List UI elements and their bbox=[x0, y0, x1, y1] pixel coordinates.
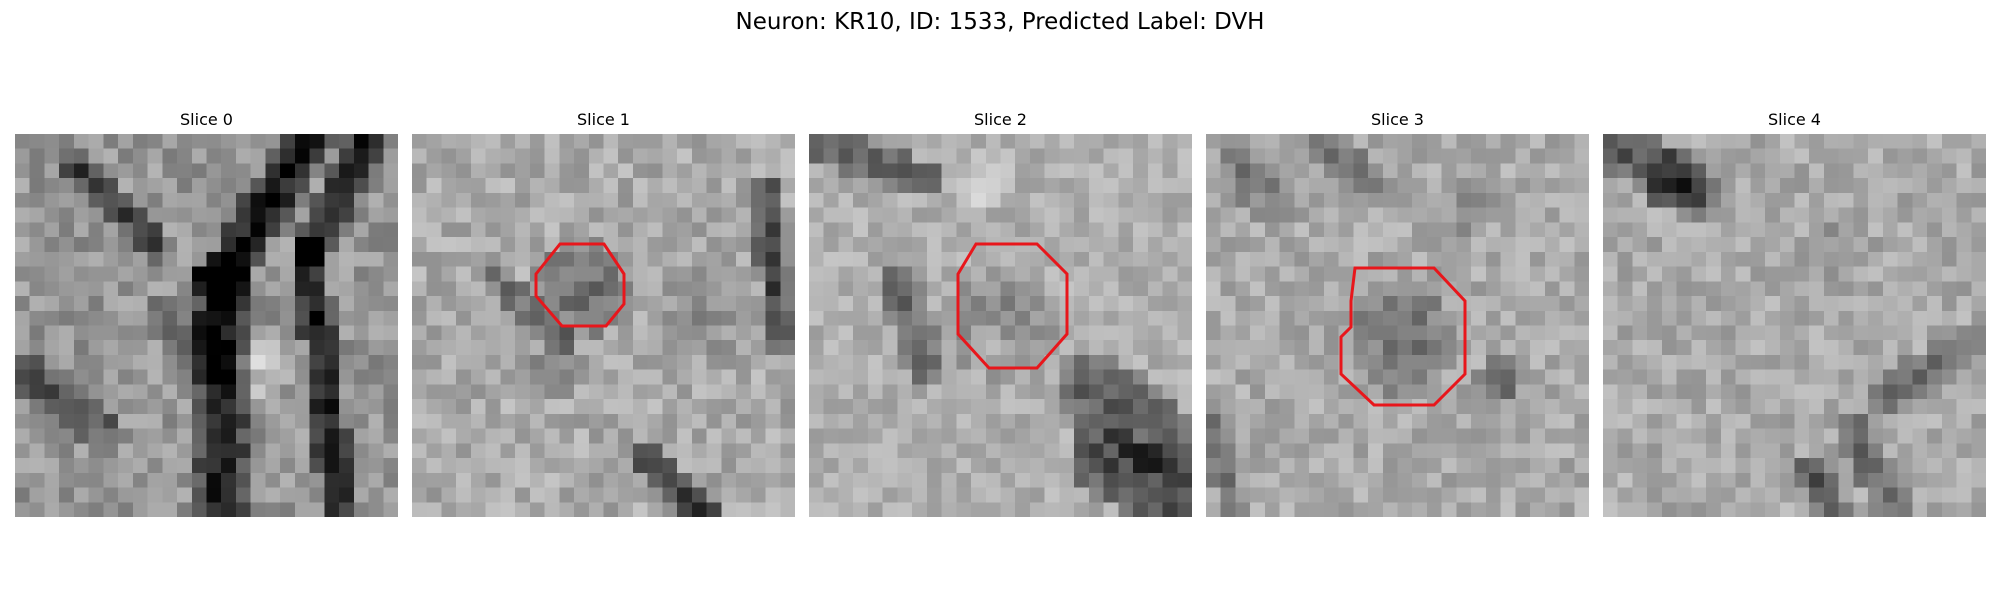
slice-1-image bbox=[412, 134, 795, 517]
slice-2-image bbox=[809, 134, 1192, 517]
slice-4-title: Slice 4 bbox=[1768, 110, 1821, 129]
slice-4-pixels bbox=[1603, 134, 1986, 517]
slice-2-roi-outline bbox=[956, 242, 1069, 370]
slice-0-image bbox=[15, 134, 398, 517]
slice-3-roi-outline bbox=[1339, 266, 1467, 407]
slice-0-pixels bbox=[15, 134, 398, 517]
slice-3-image bbox=[1206, 134, 1589, 517]
slice-1-title: Slice 1 bbox=[577, 110, 630, 129]
slice-3-title: Slice 3 bbox=[1371, 110, 1424, 129]
slice-4-image bbox=[1603, 134, 1986, 517]
slice-0-title: Slice 0 bbox=[180, 110, 233, 129]
slice-1-roi-outline bbox=[534, 242, 626, 328]
slice-2-title: Slice 2 bbox=[974, 110, 1027, 129]
slice-3-pixels bbox=[1206, 134, 1589, 517]
slice-2-pixels bbox=[809, 134, 1192, 517]
figure-title: Neuron: KR10, ID: 1533, Predicted Label:… bbox=[735, 9, 1265, 35]
